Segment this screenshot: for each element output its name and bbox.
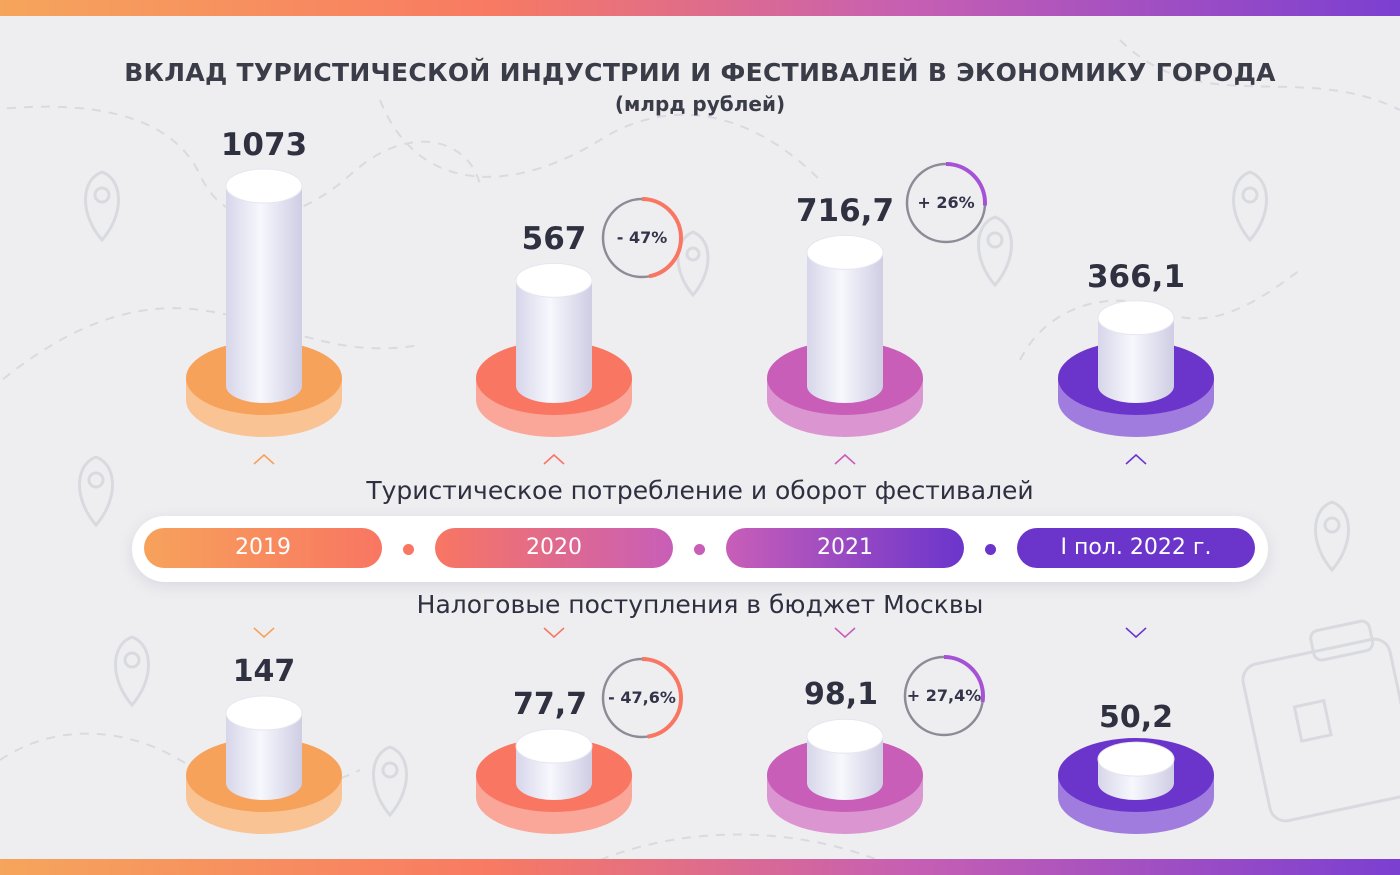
chevron-down-icon — [543, 627, 565, 639]
change-text: - 47,6% — [608, 688, 676, 707]
bar-cylinder-top — [515, 728, 593, 764]
year-strip: 2019 2020 2021 I пол. 2022 г. — [132, 516, 1268, 582]
arrow-up-icon — [454, 452, 654, 470]
chevron-up-icon — [253, 453, 275, 465]
ring-arc — [601, 657, 683, 739]
arrow-down-icon — [454, 626, 654, 644]
chevron-down-icon — [1125, 627, 1147, 639]
value-label: 98,1 — [803, 677, 879, 713]
page-subtitle: (млрд рублей) — [614, 92, 786, 116]
change-ring — [903, 655, 985, 737]
value-label: 366,1 — [1086, 258, 1186, 295]
page-title: ВКЛАД ТУРИСТИЧЕСКОЙ ИНДУСТРИИ И ФЕСТИВАЛ… — [124, 58, 1276, 87]
chevron-down-icon — [253, 627, 275, 639]
change-text: - 47% — [616, 228, 668, 247]
arrow-down-icon — [164, 626, 364, 644]
arrow-down-icon — [745, 626, 945, 644]
value-label: 50,2 — [1098, 700, 1174, 736]
bar-cylinder — [807, 252, 883, 403]
value-label: 77,7 — [512, 687, 588, 722]
bar-cylinder — [807, 736, 883, 800]
arrow-down-icon — [1036, 626, 1236, 644]
value-label: 1073 — [220, 127, 308, 163]
arrow-up-icon — [745, 452, 945, 470]
change-ring — [601, 197, 683, 279]
change-badge: - 47,6% — [600, 656, 684, 740]
change-ring — [905, 162, 987, 244]
top-gradient-bar — [0, 0, 1400, 16]
bar-cylinder-top — [806, 234, 884, 270]
year-separator-dot — [985, 544, 996, 555]
bar-cylinder — [1098, 317, 1174, 403]
ring-arc — [601, 197, 683, 279]
year-pill: 2019 — [144, 528, 382, 568]
ring-arc — [905, 162, 987, 244]
bar-cylinder — [226, 713, 302, 800]
arrow-up-icon — [164, 452, 364, 470]
bottom-gradient-bar — [0, 859, 1400, 875]
bar-cylinder-top — [515, 262, 593, 298]
change-text: + 27,4% — [906, 686, 982, 705]
change-badge: - 47% — [600, 196, 684, 280]
chevron-up-icon — [543, 453, 565, 465]
value-label: 567 — [521, 221, 587, 258]
change-text: + 26% — [917, 193, 975, 212]
chevron-down-icon — [834, 627, 856, 639]
value-label: 716,7 — [795, 193, 895, 230]
chart-tourism — [186, 168, 1214, 437]
change-ring — [601, 657, 683, 739]
bar-cylinder-top — [225, 695, 303, 731]
ring-arc — [903, 655, 985, 737]
year-separator-dot — [694, 544, 705, 555]
year-separator-dot — [403, 544, 414, 555]
bar-cylinder-top — [225, 168, 303, 204]
chart-taxes — [186, 695, 1214, 834]
value-label: 147 — [232, 654, 296, 689]
year-pill: I пол. 2022 г. — [1017, 528, 1255, 568]
change-badge: + 26% — [904, 161, 988, 245]
bar-cylinder-top — [806, 718, 884, 754]
year-pill: 2020 — [435, 528, 673, 568]
bar-cylinder-top — [1097, 741, 1175, 777]
bar-cylinder-top — [1097, 300, 1175, 336]
section-label-taxes: Налоговые поступления в бюджет Москвы — [416, 590, 984, 619]
chevron-up-icon — [1125, 453, 1147, 465]
change-badge: + 27,4% — [902, 654, 986, 738]
section-label-tourism: Туристическое потребление и оборот фести… — [366, 476, 1034, 505]
bar-cylinder — [516, 280, 592, 403]
bar-cylinder — [226, 186, 302, 403]
year-pill: 2021 — [726, 528, 964, 568]
arrow-up-icon — [1036, 452, 1236, 470]
chevron-up-icon — [834, 453, 856, 465]
